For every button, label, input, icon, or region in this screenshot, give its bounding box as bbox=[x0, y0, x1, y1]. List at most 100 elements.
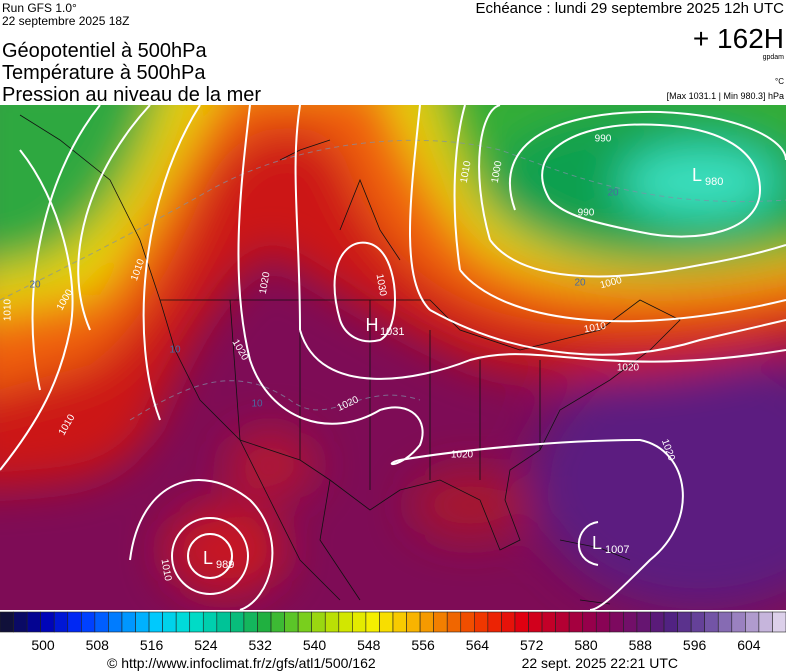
color-swatch bbox=[202, 611, 218, 633]
color-swatch bbox=[677, 611, 692, 633]
color-scale: 500 508 516 524 532 540 548 556 564 572 580 588 596 6… bbox=[0, 611, 786, 653]
color-swatch bbox=[13, 611, 28, 633]
color-swatch bbox=[243, 611, 258, 633]
color-swatch bbox=[311, 611, 326, 633]
color-swatch bbox=[704, 611, 719, 633]
temperature-label: 20 bbox=[607, 188, 619, 199]
temperature-label: 20 bbox=[574, 278, 586, 289]
scale-label: 580 bbox=[574, 637, 598, 653]
color-swatch bbox=[392, 611, 407, 633]
center-type: L bbox=[692, 165, 702, 185]
scale-label: 564 bbox=[466, 637, 490, 653]
color-swatch bbox=[53, 611, 69, 633]
isobar-label: 1020 bbox=[451, 450, 474, 461]
color-swatch bbox=[568, 611, 584, 633]
title: Géopotentiel à 500hPa bbox=[2, 40, 207, 62]
scale-label: 556 bbox=[411, 637, 435, 653]
title: Température à 500hPa bbox=[2, 62, 206, 84]
color-swatch bbox=[175, 611, 191, 633]
temperature-label: 20 bbox=[29, 280, 41, 291]
color-swatch bbox=[663, 611, 678, 633]
isobar-label: 1010 bbox=[459, 160, 474, 184]
center-type: L bbox=[203, 548, 213, 568]
color-swatch bbox=[541, 611, 556, 633]
center-type: L bbox=[592, 533, 602, 553]
color-swatch bbox=[582, 611, 597, 633]
color-swatch bbox=[555, 611, 570, 633]
center-value: 1007 bbox=[605, 544, 629, 556]
scale-label: 596 bbox=[683, 637, 707, 653]
color-swatch bbox=[230, 611, 245, 633]
color-swatch bbox=[595, 611, 611, 633]
color-swatch bbox=[26, 611, 41, 633]
color-swatch bbox=[162, 611, 177, 633]
color-swatch bbox=[67, 611, 82, 633]
color-swatch bbox=[338, 611, 353, 633]
color-swatch bbox=[731, 611, 746, 633]
color-swatch bbox=[121, 611, 136, 633]
color-swatch bbox=[365, 611, 380, 633]
scale-label: 548 bbox=[357, 637, 381, 653]
color-swatch bbox=[40, 611, 55, 633]
color-swatch bbox=[297, 611, 312, 633]
color-swatch bbox=[216, 611, 231, 633]
color-swatch bbox=[609, 611, 624, 633]
run-date: 22 septembre 2025 18Z bbox=[2, 14, 129, 28]
color-swatch bbox=[636, 611, 651, 633]
color-swatch bbox=[690, 611, 705, 633]
color-swatch bbox=[487, 611, 502, 633]
isobar-label: 990 bbox=[578, 208, 595, 219]
isobar-label: 1010 bbox=[3, 298, 14, 321]
color-swatch bbox=[717, 611, 733, 633]
color-swatch bbox=[406, 611, 421, 633]
source-url: © http://www.infoclimat.fr/z/gfs/atl1/50… bbox=[107, 655, 376, 671]
color-swatch bbox=[0, 611, 14, 633]
scale-label: 588 bbox=[629, 637, 653, 653]
isobar-label: 1010 bbox=[159, 558, 174, 582]
color-swatch bbox=[270, 611, 285, 633]
color-swatch bbox=[81, 611, 96, 633]
forecast-time: Echéance : lundi 29 septembre 2025 12h U… bbox=[475, 0, 784, 17]
color-swatch bbox=[514, 611, 529, 633]
center-value: 989 bbox=[216, 559, 234, 571]
color-swatch bbox=[419, 611, 434, 633]
isobar-label: 990 bbox=[595, 134, 612, 145]
color-swatch bbox=[324, 611, 340, 633]
center-value: 1031 bbox=[380, 326, 404, 338]
unit-height: gpdam bbox=[763, 54, 785, 61]
color-swatch bbox=[528, 611, 543, 633]
color-swatch bbox=[623, 611, 638, 633]
title: Pression au niveau de la mer bbox=[2, 84, 261, 106]
color-swatch bbox=[650, 611, 665, 633]
color-swatch bbox=[446, 611, 462, 633]
scale-label: 500 bbox=[31, 637, 55, 653]
color-swatch bbox=[745, 611, 760, 633]
color-swatch bbox=[189, 611, 204, 633]
timestamp: 22 sept. 2025 22:21 UTC bbox=[522, 655, 678, 671]
color-swatch bbox=[460, 611, 475, 633]
run-label: Run GFS 1.0° bbox=[2, 1, 77, 15]
temperature-label: 10 bbox=[169, 345, 181, 356]
color-swatch bbox=[148, 611, 163, 633]
isobar-label: 1020 bbox=[617, 363, 640, 374]
map-area bbox=[0, 105, 786, 610]
scale-label: 604 bbox=[737, 637, 761, 653]
color-swatch bbox=[772, 611, 786, 633]
unit-temp: °C bbox=[775, 77, 784, 86]
color-swatch bbox=[501, 611, 516, 633]
color-swatch bbox=[135, 611, 150, 633]
scale-label: 524 bbox=[194, 637, 218, 653]
color-swatch bbox=[379, 611, 394, 633]
scale-label: 532 bbox=[249, 637, 273, 653]
isobar-label: 1010 bbox=[583, 321, 607, 336]
scale-label: 540 bbox=[303, 637, 327, 653]
color-swatch bbox=[474, 611, 489, 633]
center-value: 980 bbox=[705, 176, 723, 188]
color-swatch bbox=[284, 611, 299, 633]
scale-label: 508 bbox=[86, 637, 110, 653]
scale-label: 516 bbox=[140, 637, 164, 653]
color-swatch bbox=[94, 611, 109, 633]
color-swatch bbox=[108, 611, 123, 633]
